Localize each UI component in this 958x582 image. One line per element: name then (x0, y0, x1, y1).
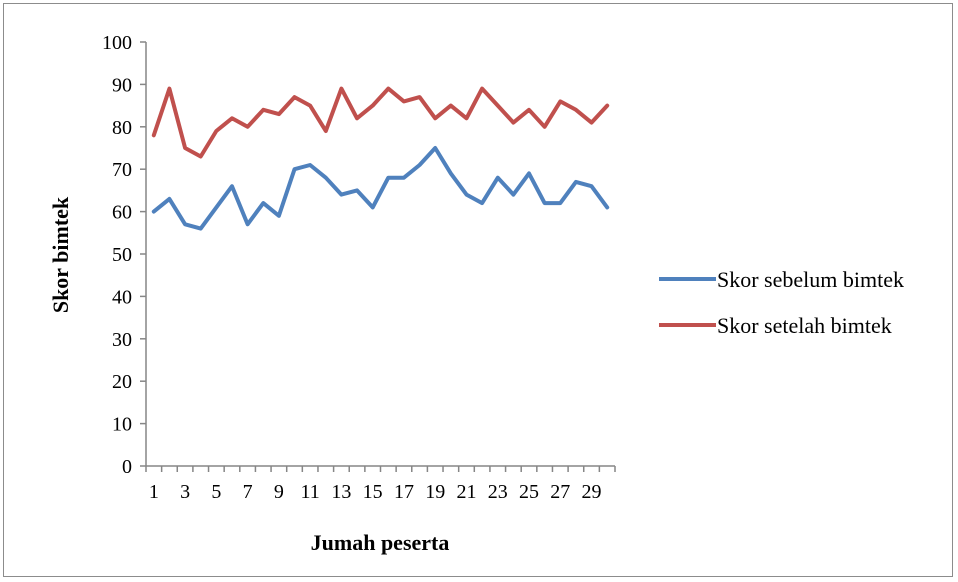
x-tick-label: 17 (394, 481, 414, 503)
y-tick-label: 0 (122, 456, 132, 478)
x-tick-label: 9 (274, 481, 284, 503)
legend-item: Skor sebelum bimtek (659, 267, 904, 292)
x-tick-label: 27 (550, 481, 570, 503)
legend-label: Skor setelah bimtek (717, 313, 892, 338)
x-tick-label: 3 (180, 481, 190, 503)
y-tick-label: 30 (112, 329, 132, 351)
legend-item: Skor setelah bimtek (659, 313, 892, 338)
series-layer (151, 86, 610, 231)
x-tick-label: 5 (211, 481, 221, 503)
y-tick-label: 10 (112, 414, 132, 436)
x-tick-label: 15 (363, 481, 383, 503)
x-axis-title: Jumah peserta (311, 530, 450, 555)
y-tick-label: 80 (112, 117, 132, 139)
legend-label: Skor sebelum bimtek (717, 267, 904, 292)
y-tick-label: 50 (112, 244, 132, 266)
x-tick-label: 21 (456, 481, 476, 503)
x-tick-label: 7 (243, 481, 253, 503)
x-tick-label: 11 (301, 481, 320, 503)
series-line-2 (151, 86, 610, 159)
y-tick-label: 70 (112, 159, 132, 181)
x-tick-label: 1 (149, 481, 159, 503)
y-tick-label: 90 (112, 74, 132, 96)
y-axis: 0 10 20 30 40 50 60 70 80 90 100 (102, 32, 147, 478)
y-axis-title: Skor bimtek (48, 196, 73, 313)
x-tick-label: 13 (331, 481, 351, 503)
x-tick-label: 29 (582, 481, 602, 503)
series-line-1 (151, 146, 610, 231)
x-tick-label: 25 (519, 481, 539, 503)
x-tick-label: 23 (488, 481, 508, 503)
y-tick-label: 60 (112, 202, 132, 224)
y-tick-label: 40 (112, 286, 132, 308)
y-tick-label: 20 (112, 371, 132, 393)
y-tick-label: 100 (102, 32, 132, 54)
x-axis: 1 3 5 7 9 11 13 15 17 19 21 23 25 27 29 (145, 465, 616, 503)
legend: Skor sebelum bimtek Skor setelah bimtek (659, 267, 904, 338)
x-tick-label: 19 (425, 481, 445, 503)
